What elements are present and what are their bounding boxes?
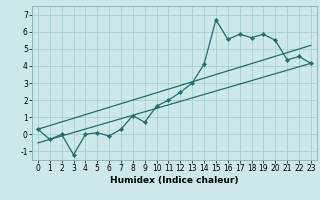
X-axis label: Humidex (Indice chaleur): Humidex (Indice chaleur)	[110, 176, 239, 185]
